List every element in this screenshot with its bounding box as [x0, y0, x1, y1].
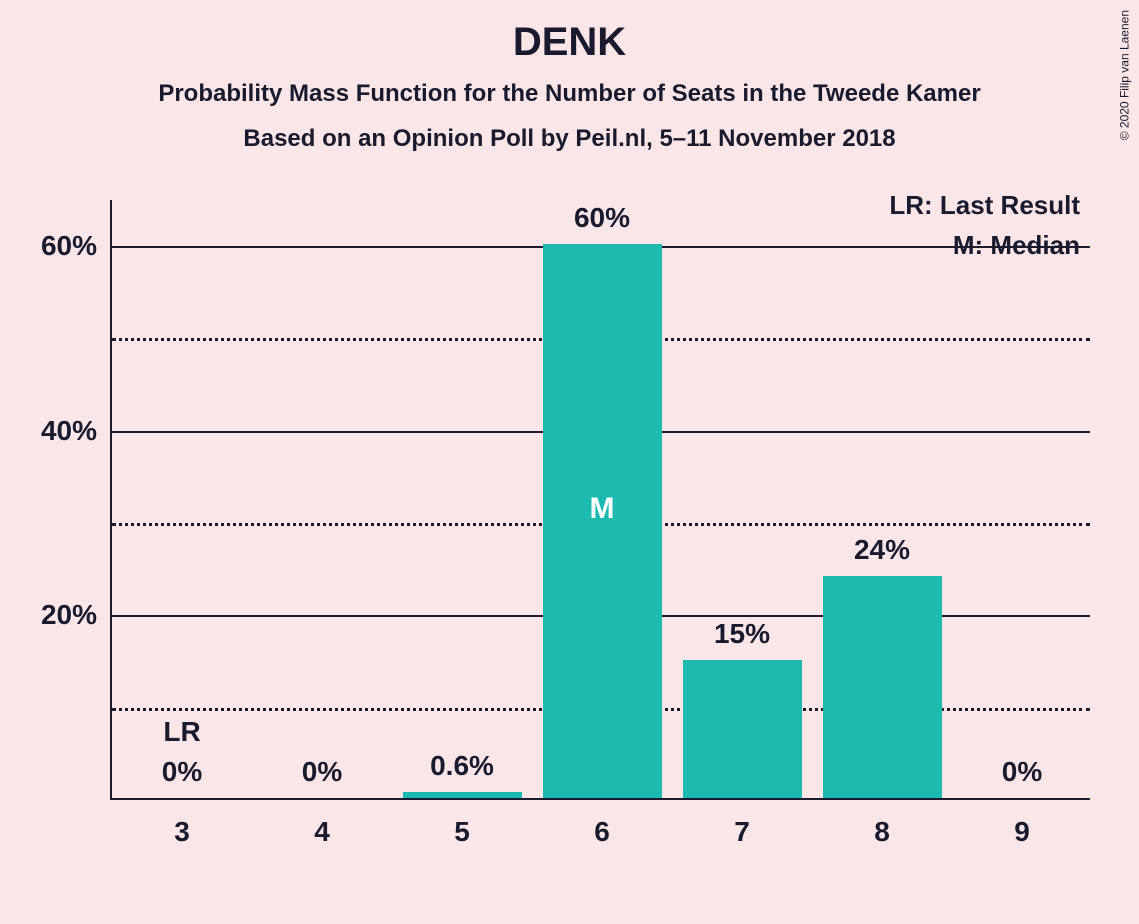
bar-value-label: 0% [162, 756, 202, 788]
bar-value-label: 60% [574, 202, 630, 234]
chart-plot-area: 20%40%60%30%LR40%50.6%660%M715%824%90%LR… [110, 200, 1090, 800]
chart-subtitle-2: Based on an Opinion Poll by Peil.nl, 5–1… [0, 125, 1139, 153]
bar [823, 576, 942, 798]
y-axis-tick-label: 60% [41, 230, 112, 262]
bar-value-label: 24% [854, 534, 910, 566]
last-result-marker: LR [163, 716, 200, 748]
median-marker: M [590, 492, 615, 526]
x-axis-tick-label: 7 [734, 798, 750, 848]
y-axis-tick-label: 40% [41, 415, 112, 447]
bar-value-label: 15% [714, 618, 770, 650]
x-axis-tick-label: 3 [174, 798, 190, 848]
x-axis-tick-label: 4 [314, 798, 330, 848]
chart-title: DENK [0, 20, 1139, 65]
x-axis-tick-label: 8 [874, 798, 890, 848]
legend-last-result: LR: Last Result [889, 190, 1080, 221]
y-axis-tick-label: 20% [41, 599, 112, 631]
copyright-text: © 2020 Filip van Laenen [1117, 10, 1131, 140]
bar-value-label: 0% [302, 756, 342, 788]
bar [403, 792, 522, 798]
x-axis-tick-label: 6 [594, 798, 610, 848]
bar-value-label: 0% [1002, 756, 1042, 788]
x-axis-tick-label: 9 [1014, 798, 1030, 848]
bar [683, 660, 802, 798]
chart-subtitle-1: Probability Mass Function for the Number… [0, 80, 1139, 108]
bar-value-label: 0.6% [430, 750, 494, 782]
legend-median: M: Median [953, 230, 1080, 261]
x-axis-tick-label: 5 [454, 798, 470, 848]
